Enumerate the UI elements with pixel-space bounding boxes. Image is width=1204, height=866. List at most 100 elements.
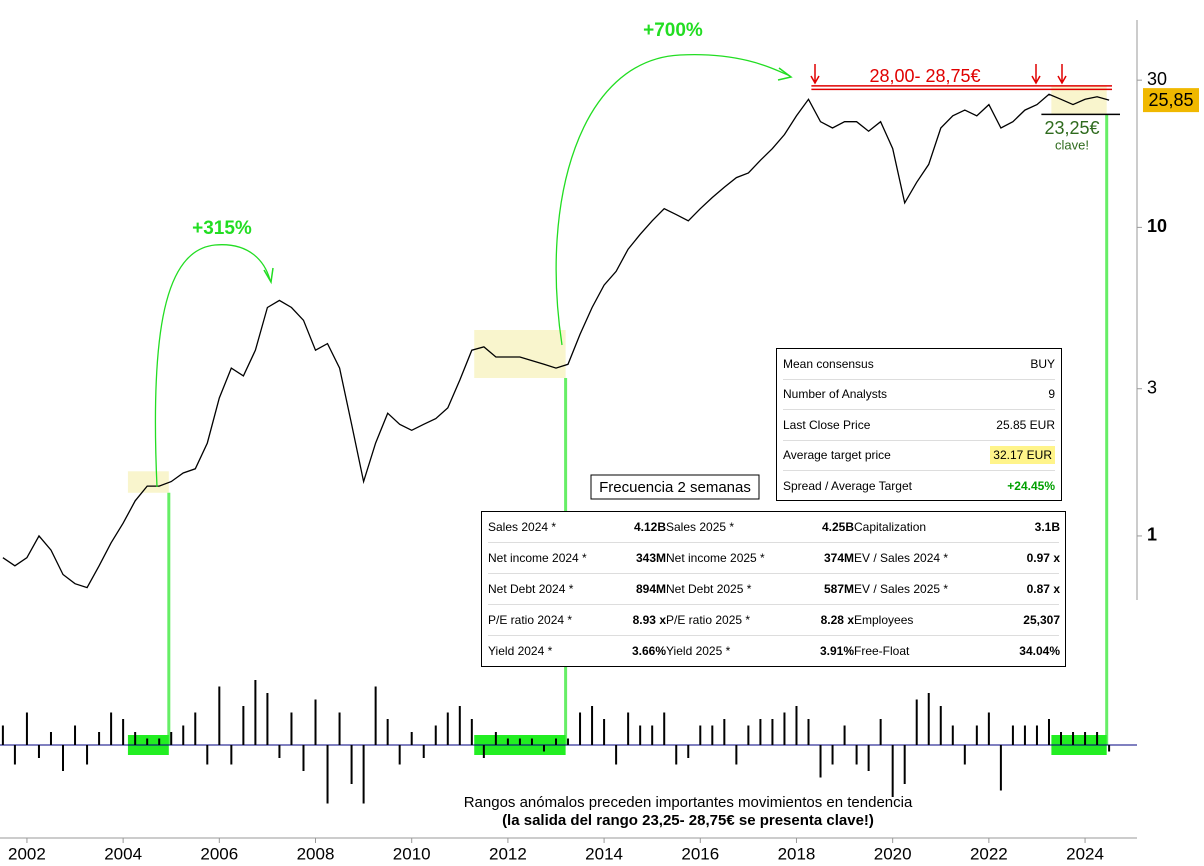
indicator-bar	[927, 693, 930, 745]
indicator-bar	[1023, 725, 1026, 745]
indicator-bar	[446, 712, 449, 745]
cell-text: 3.1B	[1034, 520, 1060, 534]
indicator-bar	[302, 745, 305, 771]
indicator-bar	[290, 712, 293, 745]
indicator-bar	[13, 745, 16, 765]
table-row: P/E ratio 2024 * 8.93 x P/E ratio 2025 * 8.…	[488, 605, 1060, 636]
fundamentals-table: Sales 2024 * 4.12B Sales 2025 * 4.25B Capita…	[481, 511, 1066, 667]
indicator-bar	[711, 725, 714, 745]
y-tick-label: 10	[1147, 216, 1167, 236]
indicator-bar	[86, 745, 89, 765]
indicator-bar	[891, 745, 894, 797]
cell-text: Capitalization	[854, 520, 927, 534]
cell-value: 34.04%	[994, 644, 1060, 658]
cell-value: 4.25B	[806, 520, 854, 534]
indicator-bar	[975, 725, 978, 745]
indicator-bar	[663, 712, 666, 745]
cell-text: 343M	[635, 551, 666, 565]
indicator-bar	[218, 686, 221, 745]
indicator-bar	[314, 699, 317, 745]
cell-text: BUY	[1030, 356, 1055, 371]
cell-text: 587M	[823, 582, 854, 596]
indicator-bar	[470, 719, 473, 745]
cell-label: Spread / Average Target	[783, 479, 955, 493]
indicator-bar	[230, 745, 233, 765]
indicator-bar	[1072, 732, 1075, 745]
indicator-bar	[603, 719, 606, 745]
indicator-bar	[458, 706, 461, 745]
indicator-bar	[506, 738, 509, 745]
indicator-bar	[831, 745, 834, 765]
indicator-bar	[855, 745, 858, 765]
y-tick-label: 3	[1147, 377, 1157, 397]
indicator-bar	[134, 732, 137, 745]
cell-text: Yield 2025 *	[666, 644, 731, 658]
x-tick-label: 2012	[489, 844, 527, 863]
consensus-table: Mean consensus BUY Number of Analysts 9 Last…	[776, 348, 1062, 501]
indicator-bar	[1035, 725, 1038, 745]
x-tick-label: 2010	[393, 844, 431, 863]
cell-label: EV / Sales 2024 *	[854, 551, 994, 565]
gain-arrow-head	[263, 267, 274, 285]
cell-value: 343M	[618, 551, 666, 565]
cell-label: EV / Sales 2025 *	[854, 582, 994, 596]
cell-text: 9	[1048, 387, 1055, 402]
indicator-bar	[687, 745, 690, 758]
indicator-bar	[819, 745, 822, 778]
range-box	[1051, 85, 1107, 115]
indicator-bar	[350, 745, 353, 784]
indicator-bar	[675, 745, 678, 765]
red-arrow	[1057, 64, 1067, 85]
indicator-bar	[338, 712, 341, 745]
gain-arrow	[555, 53, 791, 346]
cell-label: Yield 2024 *	[488, 644, 618, 658]
cell-value: 4.12B	[618, 520, 666, 534]
cell-text: EV / Sales 2024 *	[854, 551, 949, 565]
table-row: Net income 2024 * 343M Net income 2025 * 37…	[488, 543, 1060, 574]
cell-text: Net income 2025 *	[666, 551, 765, 565]
indicator-bar	[1060, 732, 1063, 745]
cell-value: 8.93 x	[618, 613, 666, 627]
indicator-bar	[639, 725, 642, 745]
indicator-bar	[627, 712, 630, 745]
indicator-bar	[122, 719, 125, 745]
table-row: Spread / Average Target +24.45%	[783, 471, 1055, 501]
cell-value: 9	[955, 387, 1055, 401]
cell-text: Sales 2024 *	[488, 520, 557, 534]
indicator-bar	[699, 725, 702, 745]
indicator-bar	[482, 745, 485, 758]
cell-label: P/E ratio 2024 *	[488, 613, 618, 627]
cell-text: 25.85 EUR	[996, 417, 1055, 432]
cell-text: 894M	[635, 582, 666, 596]
price-line	[2, 93, 1110, 589]
indicator-bar	[579, 712, 582, 745]
cell-text: EV / Sales 2025 *	[854, 582, 949, 596]
cell-label: Average target price	[783, 448, 955, 462]
cell-text: Net income 2024 *	[488, 551, 587, 565]
indicator-bar	[194, 712, 197, 745]
cell-text: 32.17 EUR	[990, 446, 1055, 465]
indicator-bar	[410, 732, 413, 745]
table-row: Sales 2024 * 4.12B Sales 2025 * 4.25B Capita…	[488, 512, 1060, 543]
red-arrow	[1031, 64, 1041, 85]
cell-text: Mean consensus	[783, 356, 874, 371]
cell-text: Net Debt 2025 *	[666, 582, 752, 596]
cell-label: P/E ratio 2025 *	[666, 613, 806, 627]
frequency-label: Frecuencia 2 semanas	[599, 479, 751, 496]
indicator-bar	[915, 699, 918, 745]
cell-value: 25,307	[994, 613, 1060, 627]
indicator-bar	[158, 738, 161, 745]
indicator-bar	[1084, 732, 1087, 745]
indicator-bar	[759, 719, 762, 745]
indicator-bar	[651, 725, 654, 745]
indicator-bar	[374, 686, 377, 745]
cell-text: 374M	[823, 551, 854, 565]
cell-text: Average target price	[783, 448, 891, 463]
table-row: Mean consensus BUY	[783, 349, 1055, 380]
cell-value: 0.87 x	[994, 582, 1060, 596]
indicator-bar	[807, 719, 810, 745]
indicator-bar	[771, 719, 774, 745]
indicator-bar	[963, 745, 966, 765]
cell-text: 25,307	[1023, 613, 1060, 627]
